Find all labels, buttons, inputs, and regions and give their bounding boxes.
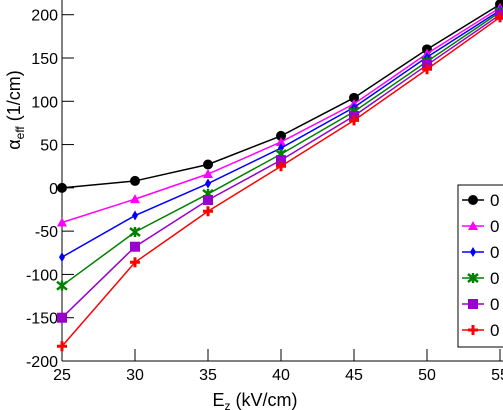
legend-label: 0 [490, 243, 499, 262]
marker [468, 195, 478, 205]
x-tick-label: 45 [345, 367, 363, 384]
legend: 0 0 0 0 0 0 [457, 184, 503, 348]
marker [56, 280, 68, 291]
x-axis-label: Ez (kV/cm) [212, 390, 297, 410]
marker [468, 221, 478, 230]
marker [130, 194, 140, 204]
y-tick-label: 150 [31, 51, 58, 68]
marker [130, 257, 140, 268]
marker [467, 273, 479, 283]
legend-label: 0 [490, 321, 499, 340]
x-label-rest: (kV/cm) [231, 390, 298, 410]
x-label-sub: z [225, 399, 231, 410]
y-label-sub: eff [13, 126, 27, 140]
y-tick-label: 200 [31, 8, 58, 25]
x-tick-label: 25 [53, 367, 71, 384]
marker [470, 247, 476, 257]
marker [276, 130, 286, 141]
legend-box [457, 184, 503, 348]
y-tick-label: -50 [35, 224, 58, 241]
marker [203, 206, 213, 217]
legend-label: 0 [490, 217, 499, 236]
marker [59, 252, 65, 263]
marker [132, 210, 138, 221]
y-label-rest: (1/cm) [4, 70, 24, 126]
marker [203, 159, 213, 170]
x-tick-label: 35 [199, 367, 217, 384]
y-tick-label: 50 [40, 138, 58, 155]
x-tick-label: 55 [491, 367, 503, 384]
marker [205, 178, 211, 189]
y-label-main: α [4, 139, 24, 149]
marker [57, 312, 67, 323]
x-tick-label: 40 [272, 367, 290, 384]
x-label-main: E [212, 390, 224, 410]
marker [203, 194, 213, 205]
marker [129, 227, 141, 238]
marker [276, 161, 286, 172]
marker [422, 64, 432, 75]
marker [495, 12, 503, 23]
legend-label: 0 [490, 191, 499, 210]
marker [349, 92, 359, 103]
y-tick-label: -150 [26, 311, 58, 328]
marker [278, 143, 284, 154]
y-tick-label: 0 [49, 181, 58, 198]
x-tick-label: 50 [418, 367, 436, 384]
y-tick-label: -200 [26, 354, 58, 371]
marker [468, 299, 478, 309]
series-line [61, 7, 501, 224]
marker [203, 169, 213, 179]
marker [349, 115, 359, 126]
y-tick-label: 100 [31, 94, 58, 111]
legend-label: 0 [490, 269, 499, 288]
y-axis-label: αeff (1/cm) [4, 70, 27, 150]
marker [468, 325, 478, 335]
marker [57, 341, 67, 352]
legend-label: 0 [490, 295, 499, 314]
marker [276, 155, 286, 166]
x-tick-label: 30 [126, 367, 144, 384]
marker [276, 136, 286, 146]
marker [130, 241, 140, 252]
y-tick-label: -100 [26, 267, 58, 284]
marker [130, 175, 140, 186]
marker [57, 182, 67, 193]
marker [57, 217, 67, 227]
